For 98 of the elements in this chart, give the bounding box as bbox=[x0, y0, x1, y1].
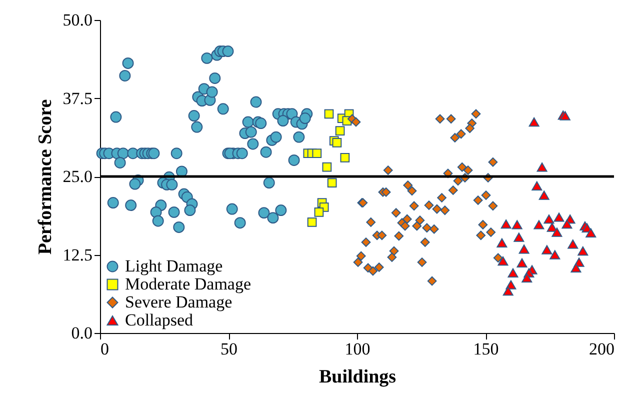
point bbox=[400, 221, 410, 231]
point bbox=[552, 228, 562, 237]
point bbox=[465, 124, 475, 133]
x-tick-label: 200 bbox=[589, 340, 614, 358]
x-axis-title: Buildings bbox=[318, 366, 396, 388]
legend-label: Severe Damage bbox=[125, 292, 232, 312]
point bbox=[568, 240, 578, 249]
point bbox=[351, 117, 361, 127]
point bbox=[586, 228, 596, 238]
point bbox=[327, 178, 337, 188]
point bbox=[356, 251, 366, 261]
point bbox=[322, 162, 332, 172]
legend-label: Light Damage bbox=[125, 256, 223, 276]
point bbox=[422, 223, 432, 233]
point bbox=[550, 250, 560, 260]
point bbox=[366, 218, 376, 227]
legend-label: Collapsed bbox=[125, 310, 194, 330]
y-tick-label: 0.0 bbox=[71, 324, 92, 342]
x-tick-label: 150 bbox=[473, 340, 499, 358]
point bbox=[493, 253, 503, 263]
point bbox=[448, 186, 458, 195]
point bbox=[403, 180, 413, 190]
point bbox=[473, 196, 483, 205]
point bbox=[368, 266, 378, 276]
point bbox=[500, 219, 512, 229]
point bbox=[488, 201, 498, 211]
x-tick-label: 0 bbox=[100, 340, 109, 358]
point bbox=[456, 129, 466, 139]
point bbox=[314, 208, 324, 217]
point bbox=[429, 224, 439, 234]
point bbox=[307, 218, 317, 227]
point bbox=[415, 216, 425, 226]
point bbox=[478, 220, 488, 230]
y-tick-label: 25.0 bbox=[62, 167, 92, 186]
point bbox=[340, 153, 350, 162]
point bbox=[514, 232, 524, 242]
point bbox=[407, 186, 417, 196]
point bbox=[471, 109, 481, 119]
point bbox=[463, 166, 473, 175]
x-tick-label: 50 bbox=[220, 340, 238, 358]
point bbox=[432, 204, 442, 214]
point bbox=[402, 214, 412, 224]
point bbox=[435, 114, 445, 124]
y-axis-title: Performance Score bbox=[34, 99, 56, 255]
point bbox=[481, 190, 491, 200]
point bbox=[554, 212, 564, 222]
point bbox=[387, 252, 397, 262]
point bbox=[450, 133, 460, 142]
point bbox=[353, 258, 363, 267]
point bbox=[496, 238, 508, 248]
point bbox=[335, 126, 345, 136]
point bbox=[516, 258, 528, 268]
point bbox=[534, 220, 544, 230]
point bbox=[361, 238, 371, 247]
point bbox=[427, 276, 437, 286]
point bbox=[381, 187, 391, 197]
point bbox=[383, 166, 393, 175]
point bbox=[412, 221, 422, 231]
point bbox=[391, 208, 401, 218]
legend-label: Moderate Damage bbox=[125, 274, 252, 294]
point bbox=[312, 148, 322, 158]
point bbox=[570, 263, 582, 273]
point bbox=[324, 109, 334, 119]
point bbox=[424, 200, 434, 210]
point bbox=[437, 193, 446, 202]
point bbox=[578, 246, 588, 256]
y-tick-label: 50.0 bbox=[62, 10, 92, 30]
y-tick-label: 12.5 bbox=[62, 245, 92, 264]
point bbox=[440, 206, 450, 215]
point bbox=[374, 262, 384, 272]
point bbox=[394, 231, 404, 241]
point bbox=[536, 162, 548, 172]
point bbox=[508, 268, 518, 278]
point bbox=[498, 256, 508, 266]
point bbox=[417, 258, 427, 267]
point bbox=[562, 219, 572, 229]
point bbox=[476, 230, 486, 240]
point bbox=[446, 114, 456, 124]
y-tick-label: 37.5 bbox=[62, 88, 92, 108]
point bbox=[532, 181, 542, 190]
point bbox=[518, 244, 530, 254]
point bbox=[486, 228, 496, 237]
point bbox=[528, 117, 540, 127]
point bbox=[512, 220, 522, 230]
point bbox=[502, 286, 514, 296]
point bbox=[546, 222, 558, 232]
point bbox=[420, 238, 430, 247]
point bbox=[409, 201, 419, 211]
point bbox=[457, 162, 467, 172]
point bbox=[538, 190, 550, 200]
point bbox=[488, 157, 498, 167]
point bbox=[453, 176, 463, 186]
point bbox=[522, 273, 532, 283]
point bbox=[544, 214, 554, 224]
point bbox=[332, 138, 342, 148]
x-tick-label: 100 bbox=[344, 340, 370, 358]
point bbox=[542, 245, 552, 254]
point bbox=[377, 230, 387, 240]
